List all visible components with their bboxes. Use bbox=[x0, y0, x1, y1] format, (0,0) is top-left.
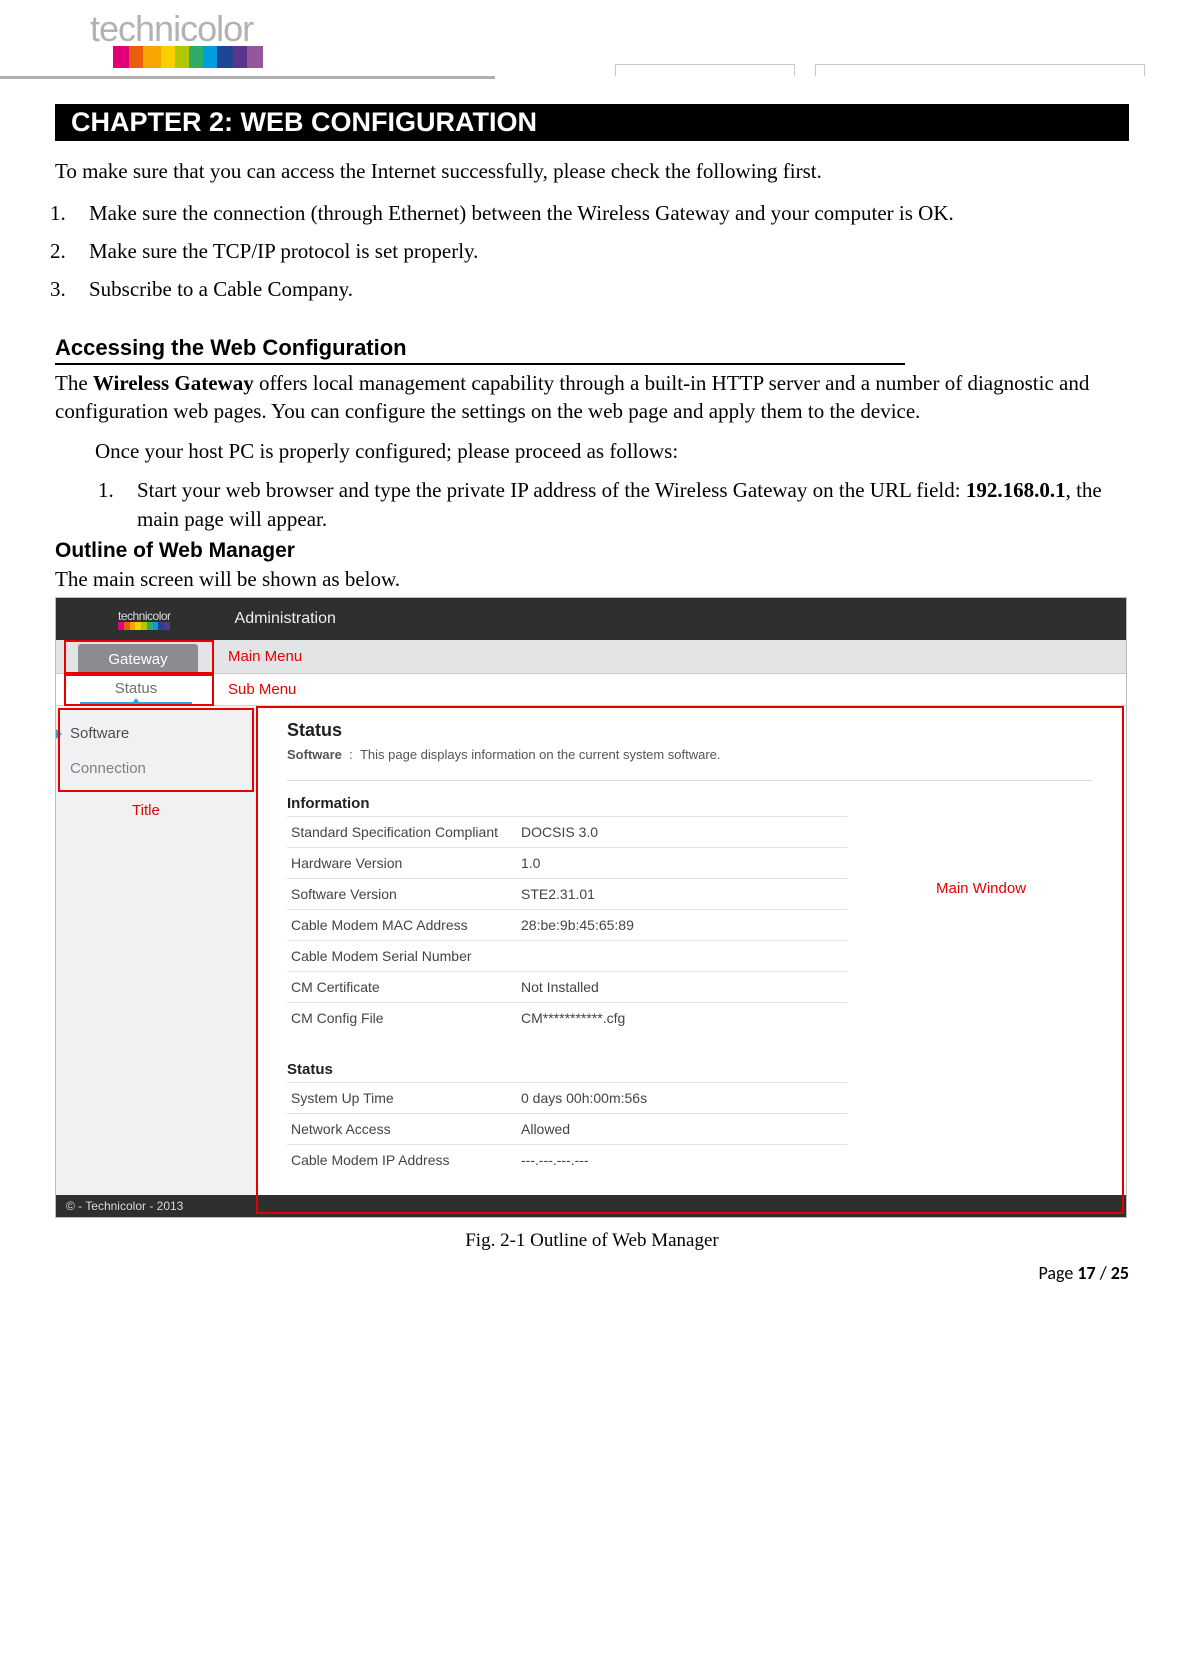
annotation-box-mainwindow bbox=[256, 706, 1124, 1214]
shot-topbar: technicolor Administration bbox=[56, 598, 1126, 640]
checklist-item: Make sure the connection (through Ethern… bbox=[71, 195, 1129, 233]
section2-line: The main screen will be shown as below. bbox=[55, 565, 1129, 593]
shot-logo: technicolor bbox=[118, 609, 171, 630]
checklist-item: Subscribe to a Cable Company. bbox=[71, 271, 1129, 309]
shot-main-nav: Gateway bbox=[56, 640, 1126, 674]
section1-inner-list: Start your web browser and type the priv… bbox=[119, 476, 1129, 533]
annotation-box-submenu bbox=[64, 674, 214, 706]
shot-sub-nav: Status bbox=[56, 674, 1126, 706]
brand-logo-text: technicolor bbox=[90, 8, 1129, 50]
section1-inner-item: Start your web browser and type the priv… bbox=[119, 476, 1129, 533]
page-number: Page 17 / 25 bbox=[1039, 1262, 1129, 1284]
checklist: Make sure the connection (through Ethern… bbox=[71, 195, 1129, 308]
brand-logo-colorbars bbox=[113, 46, 263, 68]
annotation-box-title bbox=[58, 708, 254, 792]
annotation-label-mainmenu: Main Menu bbox=[228, 648, 302, 665]
section-heading-accessing: Accessing the Web Configuration bbox=[55, 335, 905, 365]
shot-top-title: Administration bbox=[235, 610, 336, 628]
checklist-item: Make sure the TCP/IP protocol is set pro… bbox=[71, 233, 1129, 271]
figure-caption: Fig. 2-1 Outline of Web Manager bbox=[55, 1230, 1129, 1252]
annotation-box-mainmenu bbox=[64, 640, 214, 674]
section1-indent-line: Once your host PC is properly configured… bbox=[95, 439, 1129, 464]
intro-paragraph: To make sure that you can access the Int… bbox=[55, 157, 1129, 185]
brand-logo: technicolor bbox=[55, 0, 1129, 74]
chapter-title-bar: CHAPTER 2: WEB CONFIGURATION bbox=[55, 104, 1129, 141]
section-heading-outline: Outline of Web Manager bbox=[55, 539, 1129, 563]
annotation-label-mainwindow: Main Window bbox=[936, 880, 1026, 897]
annotation-label-title: Title bbox=[132, 802, 160, 819]
header-divider bbox=[55, 76, 1129, 86]
webmanager-screenshot: technicolor Administration Gateway Statu… bbox=[55, 597, 1127, 1218]
annotation-label-submenu: Sub Menu bbox=[228, 681, 296, 698]
section1-paragraph: The Wireless Gateway offers local manage… bbox=[55, 369, 1129, 426]
